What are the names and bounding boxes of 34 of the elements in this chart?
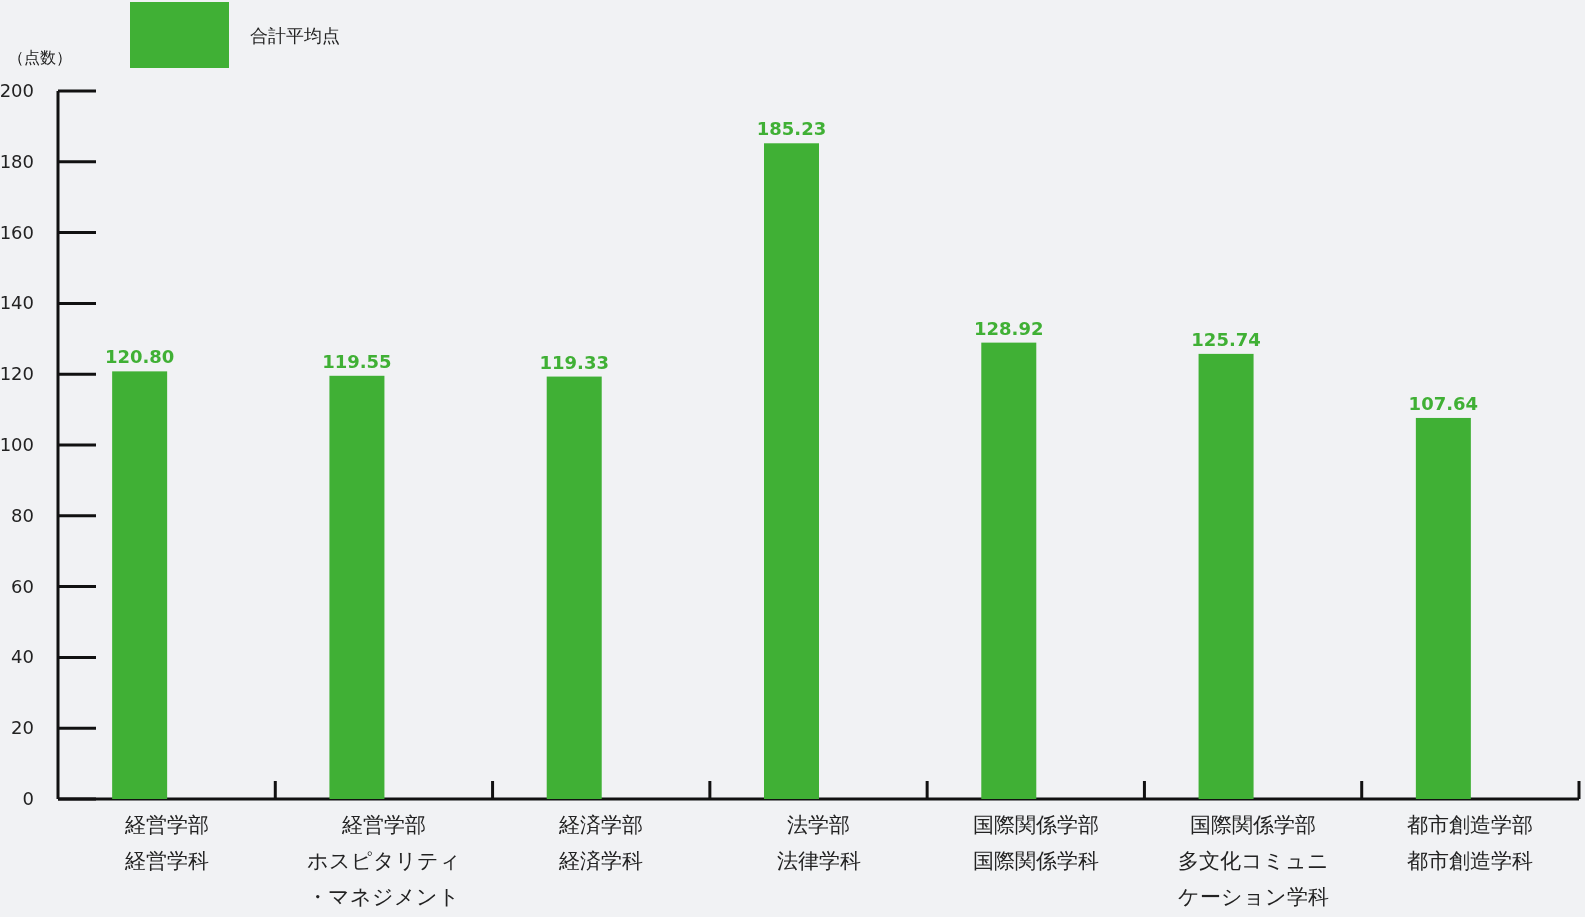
- x-tick-label: 経済学部経済学科: [558, 813, 644, 873]
- y-tick-label: 60: [11, 575, 34, 597]
- x-tick-label: 経営学部ホスピタリティ・マネジメント: [306, 813, 461, 909]
- y-tick-label: 40: [11, 646, 34, 668]
- bar: [1415, 417, 1471, 799]
- y-tick-label: 180: [0, 150, 34, 172]
- x-tick-label: 国際関係学部国際関係学科: [972, 813, 1099, 873]
- x-tick-label: 法学部法律学科: [776, 813, 861, 873]
- y-tick-label: 120: [0, 363, 34, 385]
- y-tick-label: 20: [11, 717, 34, 739]
- bar: [981, 342, 1037, 799]
- data-label: 119.33: [539, 351, 609, 373]
- y-axis-title: （点数）: [8, 48, 72, 67]
- bar: [1198, 353, 1254, 799]
- data-label: 119.55: [322, 350, 392, 372]
- y-tick-label: 0: [22, 788, 34, 809]
- bar: [329, 375, 385, 799]
- legend: 合計平均点: [130, 2, 340, 68]
- x-tick-label: 経営学部経営学科: [123, 813, 209, 873]
- data-label: 128.92: [974, 317, 1044, 339]
- y-tick-label: 160: [0, 221, 34, 243]
- y-tick-label: 200: [0, 80, 34, 101]
- y-tick-label: 140: [0, 292, 34, 314]
- data-label: 185.23: [756, 118, 827, 140]
- x-tick-label: 国際関係学部多文化コミュニケーション学科: [1177, 813, 1329, 909]
- y-tick-label: 80: [11, 504, 34, 526]
- x-tick-label: 都市創造学部都市創造学科: [1407, 813, 1534, 873]
- data-label: 107.64: [1408, 392, 1479, 414]
- bar: [764, 143, 819, 799]
- data-label: 125.74: [1191, 328, 1261, 350]
- data-label: 120.80: [104, 346, 175, 368]
- bar: [546, 376, 602, 799]
- bar: [112, 371, 168, 799]
- y-tick-label: 100: [0, 434, 34, 455]
